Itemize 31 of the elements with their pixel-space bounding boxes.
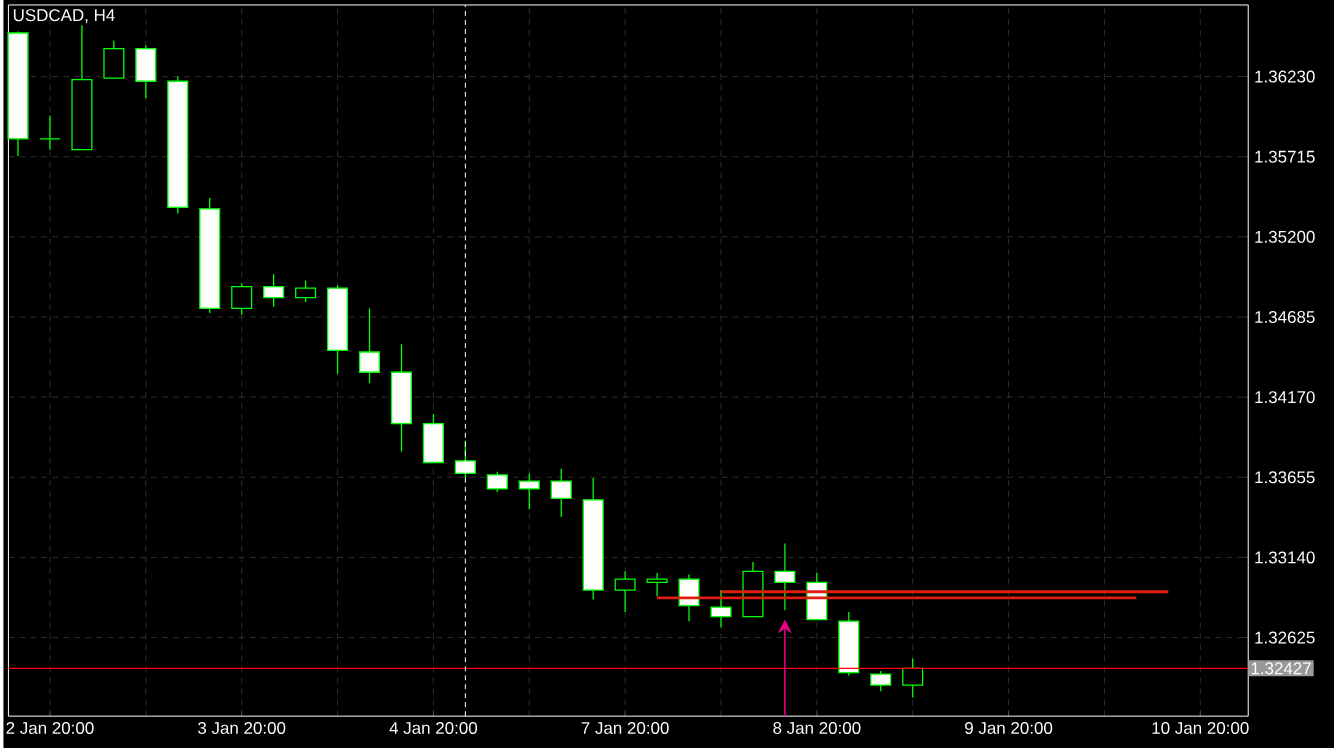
candlestick bbox=[870, 670, 892, 692]
candlestick bbox=[646, 572, 668, 597]
candlestick bbox=[614, 570, 636, 613]
candlestick bbox=[486, 471, 508, 493]
y-tick-label: 1.34685 bbox=[1255, 310, 1315, 323]
y-tick-label: 1.34170 bbox=[1255, 391, 1315, 404]
x-tick-label: 10 Jan 20:00 bbox=[1152, 721, 1249, 734]
chart-title: USDCAD, H4 bbox=[13, 9, 115, 24]
y-tick-label: 1.32625 bbox=[1255, 631, 1315, 644]
candlestick bbox=[774, 542, 796, 611]
candlestick bbox=[902, 657, 924, 699]
candlestick bbox=[295, 279, 317, 303]
y-tick-label: 1.33140 bbox=[1255, 551, 1315, 564]
candlestick bbox=[263, 273, 285, 308]
y-tick-label: 1.33655 bbox=[1255, 471, 1315, 484]
candlestick bbox=[518, 472, 540, 510]
candlestick bbox=[39, 114, 61, 151]
x-tick-label: 8 Jan 20:00 bbox=[773, 721, 861, 734]
candlestick bbox=[358, 307, 381, 384]
candlestick bbox=[550, 468, 572, 518]
y-tick-label: 1.35715 bbox=[1255, 150, 1315, 163]
x-tick-label: 9 Jan 20:00 bbox=[965, 721, 1053, 734]
x-tick-label: 3 Jan 20:00 bbox=[198, 721, 286, 734]
x-tick-label: 2 Jan 20:00 bbox=[6, 721, 94, 734]
y-tick-label: 1.36230 bbox=[1255, 70, 1315, 83]
ref-line-label: 1.32427 bbox=[1251, 662, 1311, 675]
y-tick-label: 1.35200 bbox=[1255, 230, 1315, 243]
x-tick-label: 7 Jan 20:00 bbox=[581, 721, 669, 734]
candlestick bbox=[231, 282, 253, 316]
x-tick-label: 4 Jan 20:00 bbox=[389, 721, 478, 734]
candlestick bbox=[710, 589, 732, 629]
